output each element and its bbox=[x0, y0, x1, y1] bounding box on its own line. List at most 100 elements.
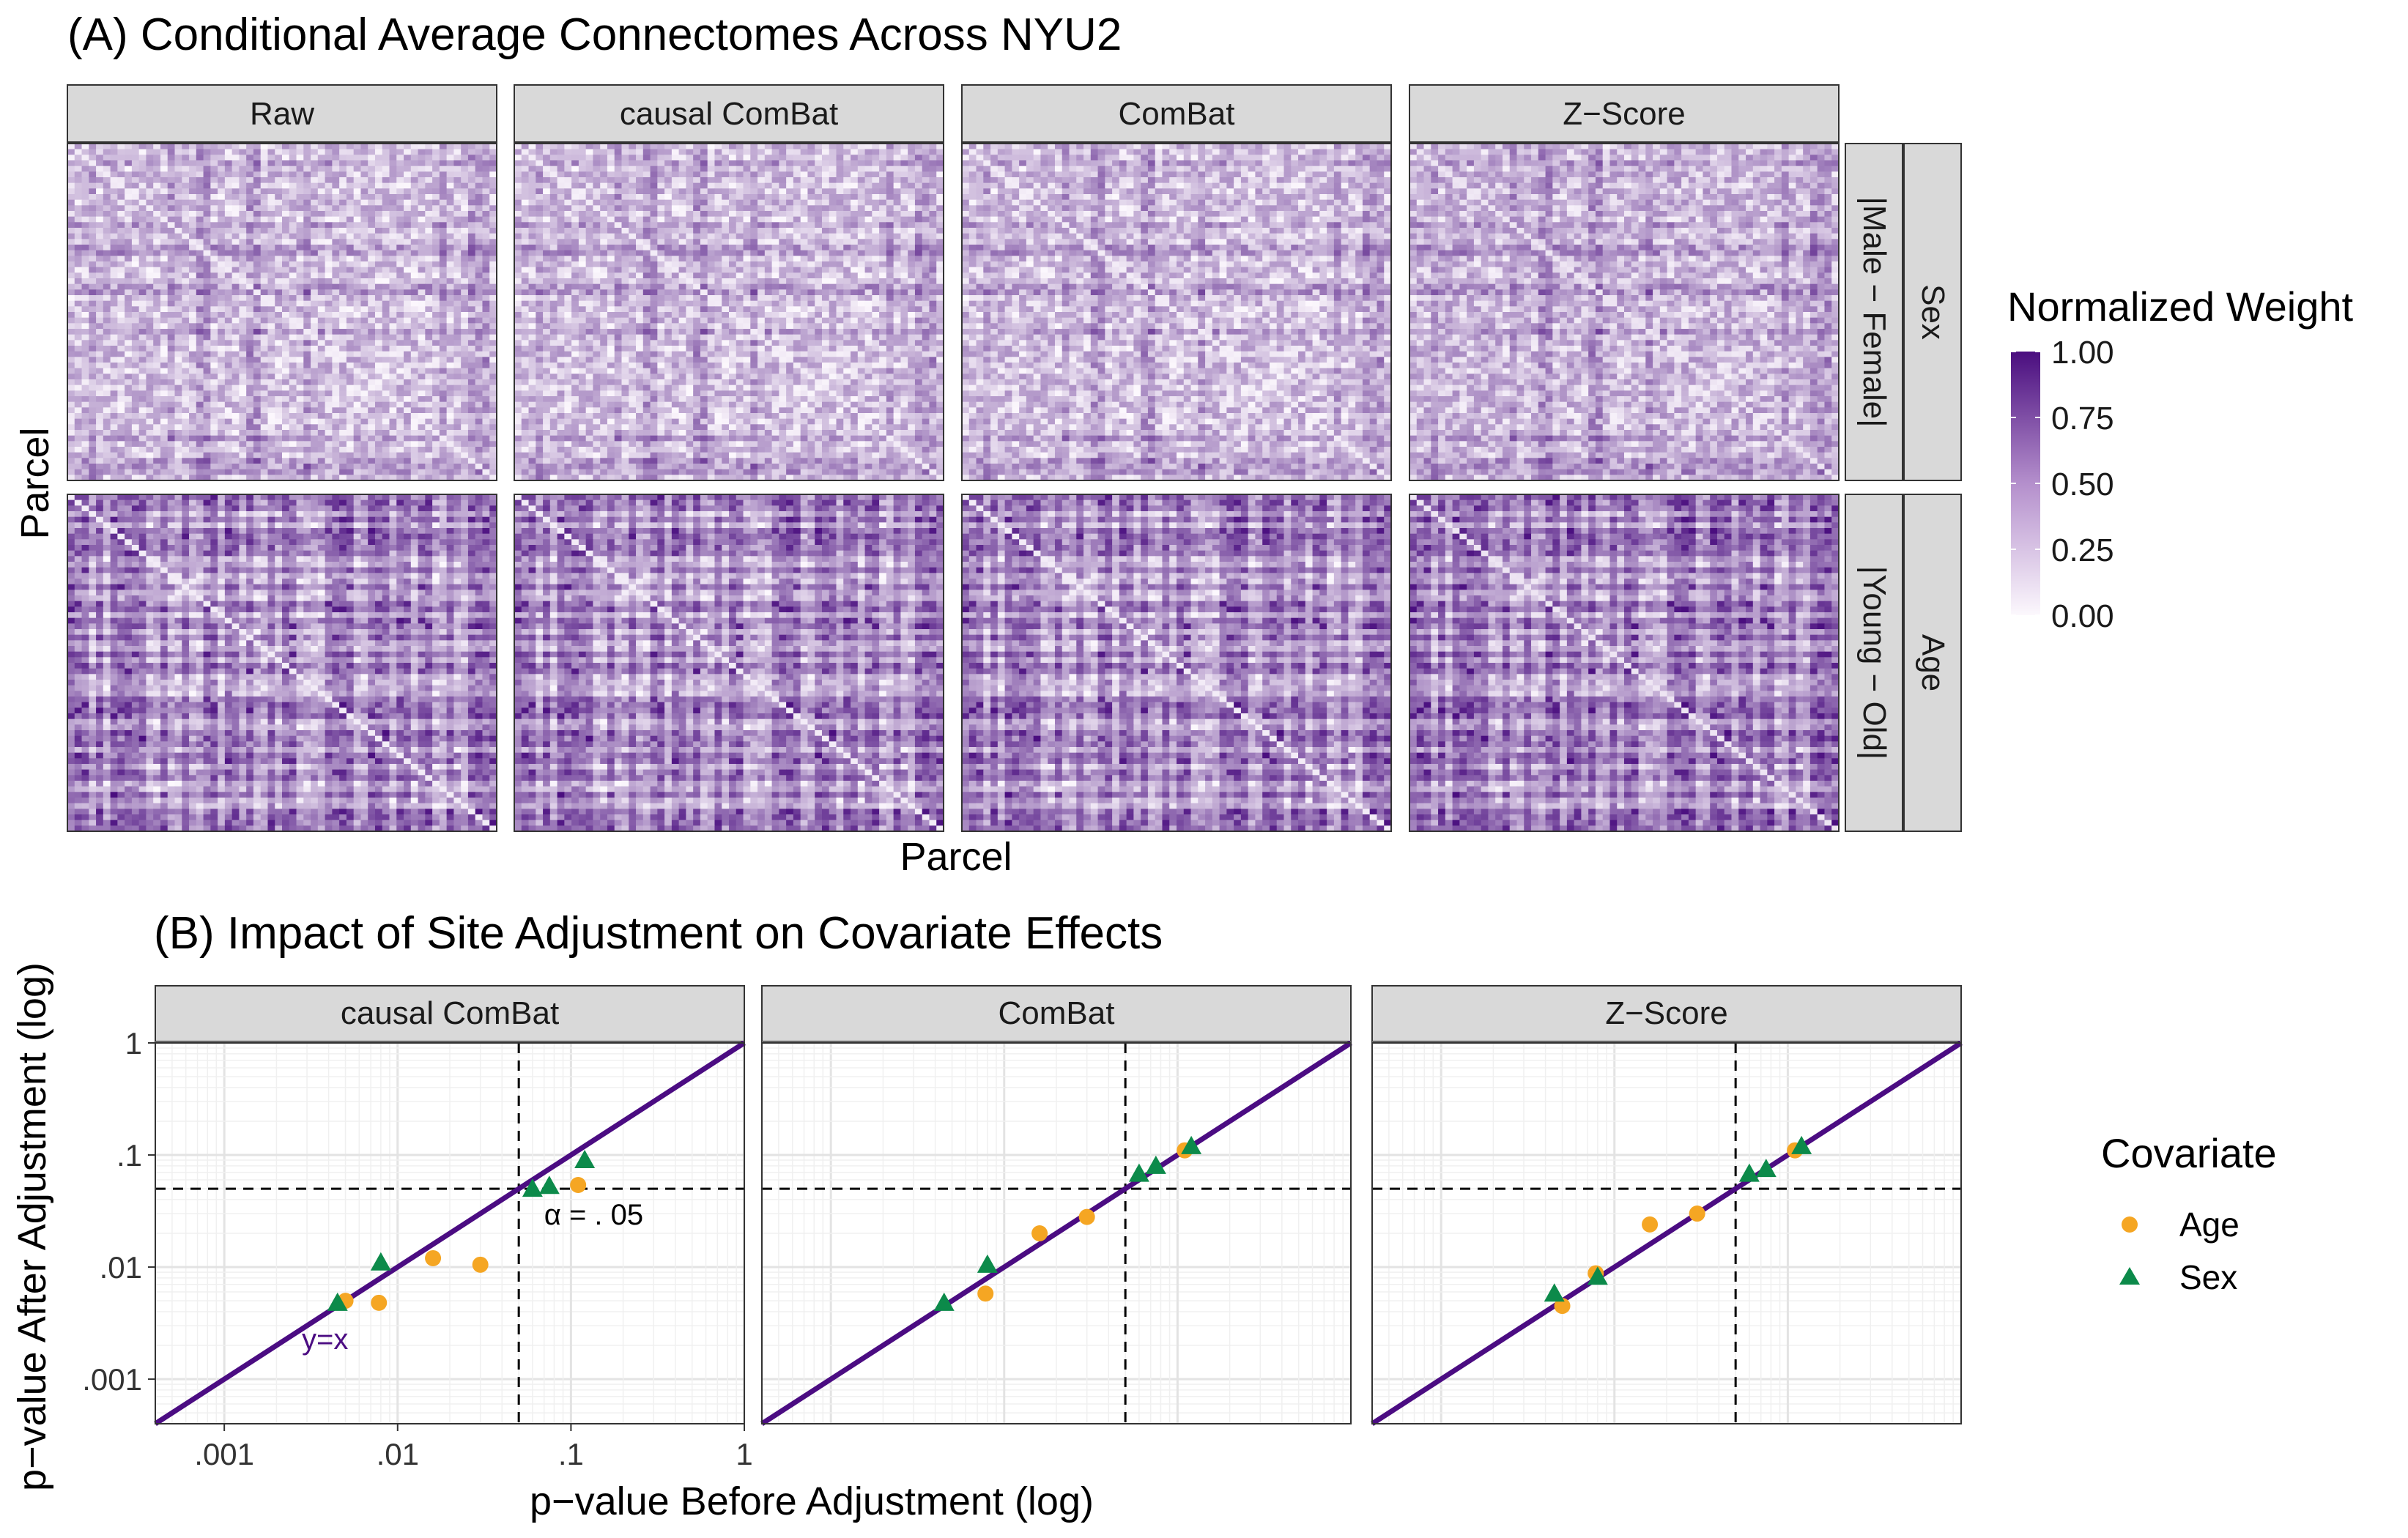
heatmap-cell bbox=[894, 160, 901, 166]
heatmap-cell bbox=[360, 267, 368, 273]
heatmap-cell bbox=[318, 301, 325, 307]
heatmap-cell bbox=[89, 301, 96, 307]
heatmap-cell bbox=[529, 261, 536, 267]
heatmap-cell bbox=[514, 222, 522, 228]
heatmap-cell bbox=[607, 160, 615, 166]
heatmap-cell bbox=[347, 228, 354, 234]
heatmap-cell bbox=[786, 155, 793, 160]
heatmap-cell bbox=[347, 188, 354, 194]
heatmap-cell bbox=[461, 188, 468, 194]
heatmap-cell bbox=[354, 363, 361, 368]
heatmap-cell bbox=[96, 357, 103, 363]
heatmap-cell bbox=[651, 188, 658, 194]
heatmap-cell bbox=[325, 352, 333, 357]
heatmap-cell bbox=[425, 402, 432, 408]
heatmap-cell bbox=[132, 250, 139, 256]
heatmap-cell bbox=[318, 379, 325, 385]
heatmap-cell bbox=[571, 188, 579, 194]
heatmap-cell bbox=[267, 469, 275, 475]
heatmap-cell bbox=[225, 368, 232, 374]
heatmap-cell bbox=[793, 234, 801, 239]
heatmap-cell bbox=[425, 469, 432, 475]
heatmap-cell bbox=[239, 289, 246, 295]
heatmap-cell bbox=[332, 177, 339, 183]
heatmap-cell bbox=[303, 441, 311, 447]
heatmap-cell bbox=[82, 458, 89, 464]
heatmap-cell bbox=[332, 155, 339, 160]
heatmap-cell bbox=[772, 205, 779, 211]
heatmap-cell bbox=[275, 234, 282, 239]
heatmap-cell bbox=[586, 211, 593, 217]
heatmap-cell bbox=[246, 256, 253, 261]
heatmap-cell bbox=[225, 144, 232, 149]
heatmap-cell bbox=[375, 183, 382, 189]
heatmap-cell bbox=[440, 171, 447, 177]
heatmap-cell bbox=[153, 424, 160, 430]
heatmap-cell bbox=[275, 368, 282, 374]
heatmap-cell bbox=[75, 368, 82, 374]
heatmap-cell bbox=[275, 166, 282, 172]
heatmap-cell bbox=[475, 239, 483, 245]
heatmap-cell bbox=[651, 155, 658, 160]
heatmap-cell bbox=[586, 239, 593, 245]
heatmap-cell bbox=[153, 267, 160, 273]
heatmap-cell bbox=[360, 346, 368, 352]
heatmap-cell bbox=[160, 155, 168, 160]
heatmap-cell bbox=[475, 363, 483, 368]
heatmap-cell bbox=[368, 335, 375, 341]
heatmap-cell bbox=[89, 335, 96, 341]
heatmap-cell bbox=[89, 217, 96, 223]
heatmap-cell bbox=[829, 234, 837, 239]
heatmap-cell bbox=[600, 183, 607, 189]
heatmap-cell bbox=[303, 424, 311, 430]
heatmap-cell bbox=[757, 267, 765, 273]
heatmap-cell bbox=[311, 396, 318, 402]
heatmap-cell bbox=[536, 256, 543, 261]
heatmap-cell bbox=[453, 149, 461, 155]
heatmap-cell bbox=[468, 188, 475, 194]
heatmap-cell bbox=[267, 419, 275, 425]
heatmap-cell bbox=[729, 155, 736, 160]
heatmap-cell bbox=[261, 419, 268, 425]
heatmap-cell bbox=[360, 284, 368, 290]
heatmap-cell bbox=[75, 390, 82, 396]
heatmap-cell bbox=[475, 217, 483, 223]
heatmap-cell bbox=[432, 239, 440, 245]
heatmap-cell bbox=[132, 160, 139, 166]
heatmap-cell bbox=[311, 402, 318, 408]
heatmap-cell bbox=[297, 402, 304, 408]
heatmap-cell bbox=[239, 278, 246, 284]
heatmap-cell bbox=[571, 222, 579, 228]
heatmap-cell bbox=[482, 323, 489, 329]
heatmap-cell bbox=[354, 469, 361, 475]
heatmap-cell bbox=[282, 261, 289, 267]
heatmap-cell bbox=[390, 272, 397, 278]
heatmap-cell bbox=[168, 458, 175, 464]
heatmap-cell bbox=[432, 301, 440, 307]
heatmap-cell bbox=[837, 267, 844, 273]
heatmap-cell bbox=[246, 458, 253, 464]
heatmap-cell bbox=[297, 447, 304, 453]
heatmap-cell bbox=[89, 458, 96, 464]
heatmap-cell bbox=[160, 245, 168, 250]
heatmap-cell bbox=[447, 155, 454, 160]
heatmap-cell bbox=[210, 188, 218, 194]
heatmap-cell bbox=[708, 144, 715, 149]
heatmap-cell bbox=[354, 188, 361, 194]
heatmap-cell bbox=[418, 323, 426, 329]
heatmap-cell bbox=[475, 228, 483, 234]
heatmap-cell bbox=[146, 171, 153, 177]
heatmap-cell bbox=[375, 357, 382, 363]
heatmap-cell bbox=[375, 289, 382, 295]
heatmap-cell bbox=[311, 329, 318, 335]
heatmap-cell bbox=[822, 256, 829, 261]
heatmap-cell bbox=[325, 301, 333, 307]
heatmap-cell bbox=[418, 160, 426, 166]
heatmap-cell bbox=[886, 211, 894, 217]
heatmap-cell bbox=[82, 284, 89, 290]
heatmap-cell bbox=[894, 267, 901, 273]
heatmap-cell bbox=[103, 436, 111, 442]
heatmap-cell bbox=[461, 166, 468, 172]
heatmap-cell bbox=[146, 363, 153, 368]
heatmap-cell bbox=[475, 340, 483, 346]
